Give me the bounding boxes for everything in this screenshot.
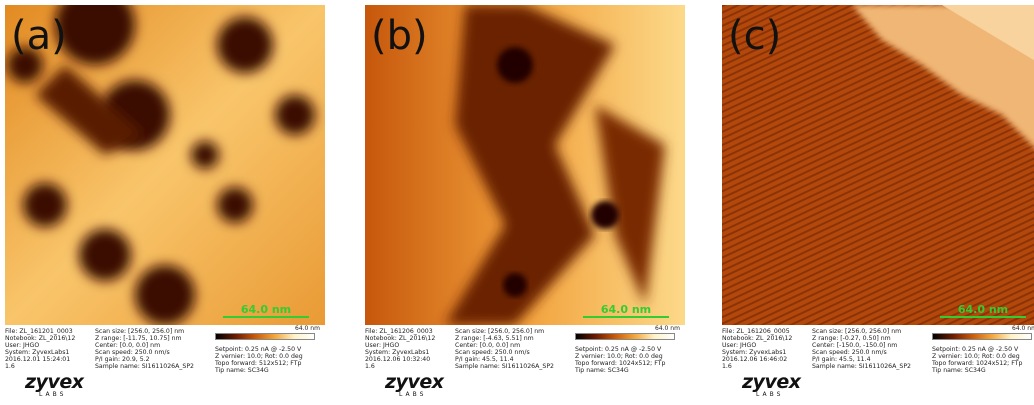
info-line: 1.6 (365, 363, 435, 370)
logo-name: zyvex (385, 373, 443, 391)
info-line: Tip name: SC34G (215, 367, 303, 374)
info-line: Setpoint: 0.25 nA @ -2.50 V (215, 346, 303, 353)
info-line: P/I gain: 45.5, 11.4 (812, 356, 911, 363)
image-shape (497, 47, 533, 83)
colorbar-gradient (575, 333, 675, 340)
colorbar: 64.0 nm (575, 328, 675, 340)
info-line: User: JHGO (365, 342, 435, 349)
info-line: Center: [0.0, 0.0] nm (455, 342, 554, 349)
colorbar-gradient (215, 333, 315, 340)
logo-name: zyvex (25, 373, 83, 391)
image-shape (23, 183, 67, 227)
logo-name: zyvex (742, 373, 800, 391)
info-line: Scan speed: 250.0 nm/s (812, 349, 911, 356)
info-line: Scan speed: 250.0 nm/s (455, 349, 554, 356)
info-line: Notebook: ZL_2016\12 (365, 335, 435, 342)
info-line: Z vernier: 10.0; Rot: 0.0 deg (932, 353, 1022, 360)
info-line: Notebook: ZL_2016\12 (5, 335, 75, 342)
info-line: Scan size: [256.0, 256.0] nm (455, 328, 554, 335)
info-line: Scan size: [256.0, 256.0] nm (812, 328, 911, 335)
scale-bar: 64.0 nm (940, 304, 1026, 318)
info-line: Topo forward: 1024x512; FTp (932, 360, 1022, 367)
image-shape (217, 187, 253, 223)
info-column: File: ZL_161201_0003Notebook: ZL_2016\12… (5, 328, 75, 370)
info-line: 2016.12.06 16:46:02 (722, 356, 792, 363)
scale-bar: 64.0 nm (223, 304, 309, 318)
info-line: 1.6 (722, 363, 792, 370)
colorbar-gradient (932, 333, 1032, 340)
info-line: User: JHGO (722, 342, 792, 349)
info-line: Center: [-150.0, -150.0] nm (812, 342, 911, 349)
panel-label: (c) (728, 13, 781, 59)
info-line: Center: [0.0, 0.0] nm (95, 342, 194, 349)
info-column: Setpoint: 0.25 nA @ -2.50 VZ vernier: 10… (215, 346, 303, 374)
colorbar-label: 64.0 nm (1012, 325, 1034, 332)
info-line: Setpoint: 0.25 nA @ -2.50 V (575, 346, 665, 353)
image-shape (503, 273, 527, 297)
info-line: Z range: [-0.27, 0.50] nm (812, 335, 911, 342)
info-line: 1.6 (5, 363, 75, 370)
image-shape (275, 95, 315, 135)
image-shape (135, 265, 195, 325)
colorbar-label: 64.0 nm (655, 325, 680, 332)
info-line: Tip name: SC34G (575, 367, 665, 374)
info-line: Z vernier: 10.0; Rot: 0.0 deg (215, 353, 303, 360)
info-line: Setpoint: 0.25 nA @ -2.50 V (932, 346, 1022, 353)
info-line: File: ZL_161201_0003 (5, 328, 75, 335)
image-shape (217, 17, 273, 73)
info-line: File: ZL_161206_0003 (365, 328, 435, 335)
info-line: Z range: [-4.63, 5.51] nm (455, 335, 554, 342)
info-line: Sample name: SI1611026A_SP2 (95, 363, 194, 370)
image-shape (191, 141, 219, 169)
info-line: 2016.12.06 10:32:40 (365, 356, 435, 363)
info-line: Scan speed: 250.0 nm/s (95, 349, 194, 356)
info-line: System: ZyvexLabs1 (5, 349, 75, 356)
colorbar-label: 64.0 nm (295, 325, 320, 332)
info-line: Sample name: SI1611026A_SP2 (455, 363, 554, 370)
info-line: Scan size: [256.0, 256.0] nm (95, 328, 194, 335)
info-line: System: ZyvexLabs1 (722, 349, 792, 356)
info-line: Notebook: ZL_2016\12 (722, 335, 792, 342)
colorbar: 64.0 nm (932, 328, 1032, 340)
image-shape (591, 201, 619, 229)
info-line: Tip name: SC34G (932, 367, 1022, 374)
info-line: User: JHGO (5, 342, 75, 349)
info-line: P/I gain: 45.5, 11.4 (455, 356, 554, 363)
panel-label: (b) (371, 13, 428, 59)
info-line: File: ZL_161206_0005 (722, 328, 792, 335)
info-line: 2016.12.01 15:24:01 (5, 356, 75, 363)
info-line: System: ZyvexLabs1 (365, 349, 435, 356)
colorbar: 64.0 nm (215, 328, 315, 340)
info-line: Z range: [-11.75, 10.75] nm (95, 335, 194, 342)
info-line: Sample name: SI1611026A_SP2 (812, 363, 911, 370)
info-line: P/I gain: 20.9, 5.2 (95, 356, 194, 363)
info-line: Topo forward: 512x512; FTp (215, 360, 303, 367)
info-line: Z vernier: 10.0; Rot: 0.0 deg (575, 353, 665, 360)
panel-label: (a) (11, 13, 67, 59)
page: {"panels": [ {"label": "(a)", "scale_bar… (0, 0, 1034, 405)
info-line: Topo forward: 1024x512; FTp (575, 360, 665, 367)
scale-bar: 64.0 nm (583, 304, 669, 318)
image-shape (79, 229, 131, 281)
